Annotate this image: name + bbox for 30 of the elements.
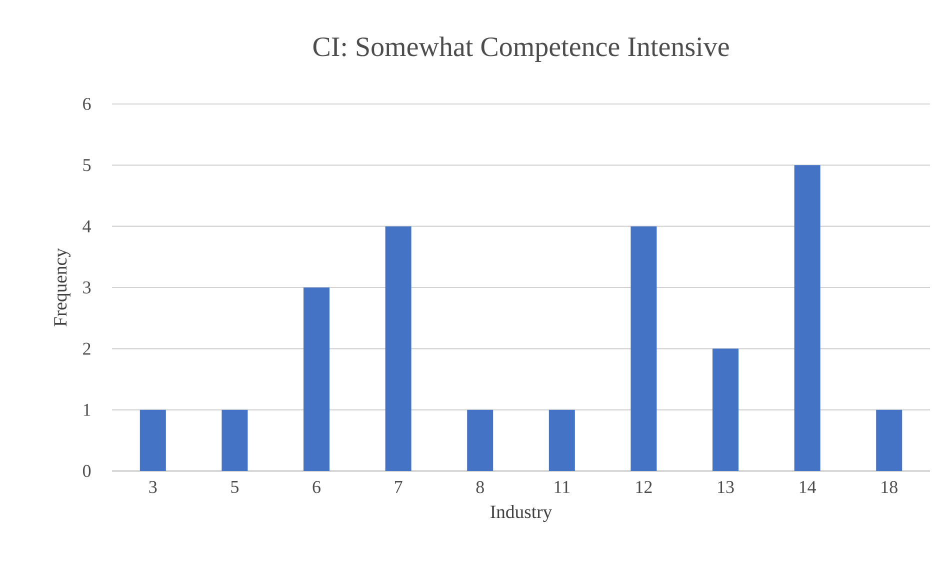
chart-title: CI: Somewhat Competence Intensive xyxy=(313,36,729,62)
bar xyxy=(548,410,575,471)
y-tick-label: 1 xyxy=(84,404,90,416)
x-tick-label: 18 xyxy=(882,481,898,494)
bar xyxy=(794,165,820,471)
bar xyxy=(222,410,248,471)
y-axis-title: Frequency xyxy=(54,248,70,326)
bar xyxy=(140,410,166,471)
x-tick-label: 12 xyxy=(636,481,652,493)
y-tick-label: 0 xyxy=(82,464,91,478)
x-tick-label: 8 xyxy=(476,481,484,494)
x-tick-label: 3 xyxy=(149,481,157,494)
x-tick-label: 7 xyxy=(394,481,402,493)
bar xyxy=(630,226,657,471)
bar xyxy=(876,410,902,471)
x-tick-label: 14 xyxy=(800,481,816,493)
x-tick-label: 6 xyxy=(312,481,320,494)
x-axis-title: Industry xyxy=(490,505,552,522)
x-tick-label: 11 xyxy=(554,481,570,493)
y-tick-label: 2 xyxy=(83,342,90,355)
y-tick-label: 5 xyxy=(83,159,91,172)
y-tick-label: 4 xyxy=(82,220,92,232)
x-tick-label: 5 xyxy=(231,481,239,493)
y-tick-label: 6 xyxy=(83,98,91,110)
bar xyxy=(385,226,412,471)
bar xyxy=(467,410,494,471)
y-tick-label: 3 xyxy=(83,281,91,294)
x-tick-label: 13 xyxy=(718,481,734,494)
bar xyxy=(712,348,739,471)
bar xyxy=(304,288,330,471)
